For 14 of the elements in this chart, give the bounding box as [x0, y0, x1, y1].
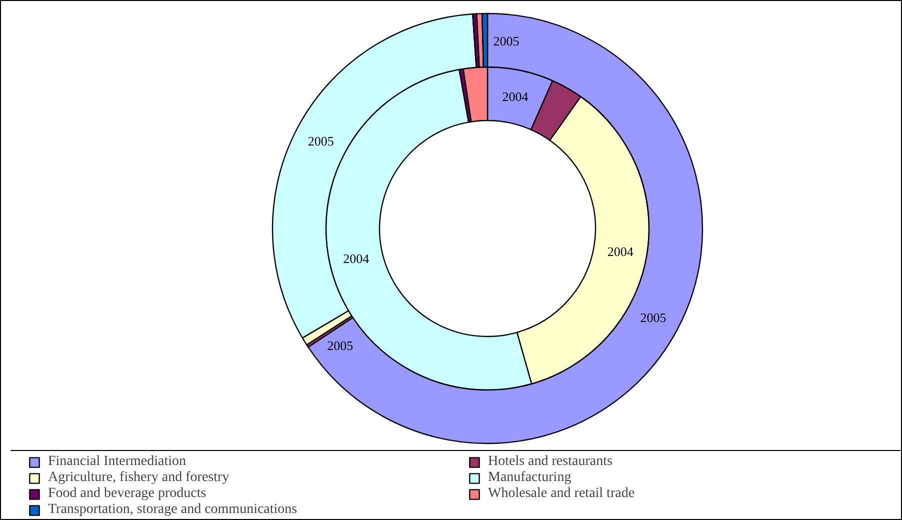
text: 2004: [607, 244, 634, 259]
legend-label: Manufacturing: [488, 470, 572, 486]
text: 2005: [640, 310, 666, 326]
legend-label: Transportation, storage and communications: [48, 502, 298, 518]
legend-label: Hotels and restaurants: [488, 454, 614, 470]
legend-label: Agriculture, fishery and forestry: [48, 470, 230, 486]
legend-label: Financial Intermediation: [48, 454, 188, 470]
legend-label: Wholesale and retail trade: [488, 486, 636, 502]
legend-label: Food and beverage products: [48, 486, 208, 502]
slice-label: 2004: [343, 251, 370, 266]
slice-label: 2005: [327, 338, 354, 354]
text: 2004: [502, 89, 528, 104]
text: 2005: [308, 133, 334, 148]
text: 2005: [493, 34, 520, 49]
